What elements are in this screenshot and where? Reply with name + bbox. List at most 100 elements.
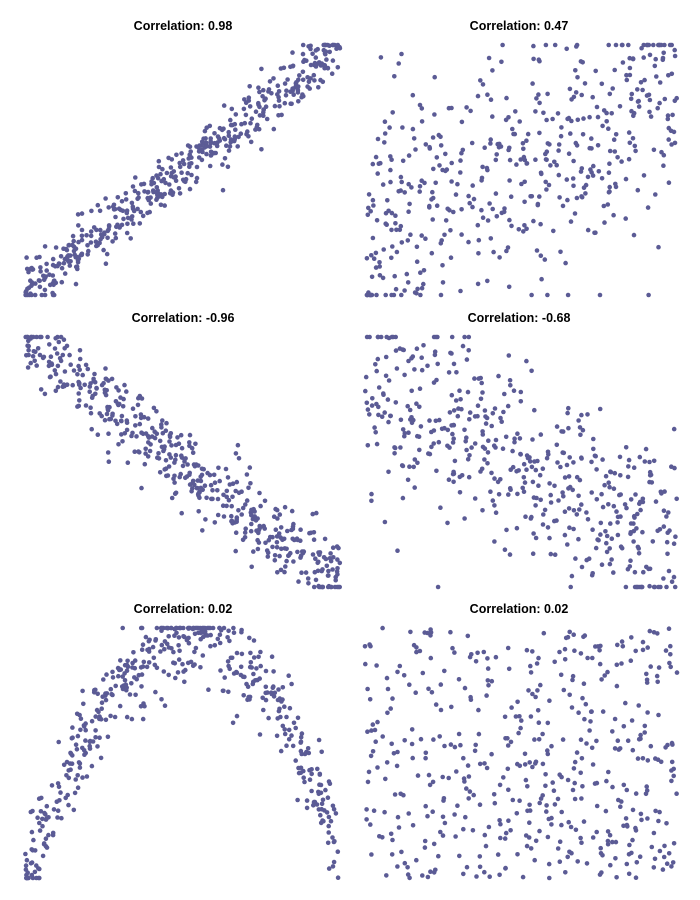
scatter-point — [140, 642, 146, 647]
scatter-point — [30, 354, 36, 359]
scatter-point — [157, 470, 163, 475]
scatter-point — [672, 98, 678, 104]
scatter-point — [182, 679, 187, 685]
scatter-point — [627, 65, 633, 71]
scatter-point — [106, 205, 111, 210]
scatter-point — [204, 151, 209, 157]
scatter-point — [275, 92, 280, 97]
scatter-point — [304, 798, 310, 803]
scatter-point — [231, 630, 237, 635]
scatter-point — [227, 638, 232, 644]
scatter-point — [163, 180, 168, 186]
scatter-point — [328, 551, 333, 556]
scatter-point — [405, 477, 411, 483]
scatter-point — [617, 746, 623, 751]
scatter-point — [545, 748, 550, 753]
scatter-point — [147, 448, 153, 454]
scatter-point — [74, 711, 80, 717]
scatter-point — [365, 443, 371, 448]
scatter-point — [603, 529, 608, 534]
scatter-point — [244, 498, 250, 503]
scatter-point — [234, 650, 240, 656]
scatter-point — [540, 466, 546, 472]
scatter-point — [530, 764, 535, 770]
scatter-point — [394, 249, 400, 255]
scatter-point — [472, 748, 478, 754]
scatter-point — [565, 197, 570, 203]
scatter-point — [467, 200, 473, 206]
scatter-point — [648, 743, 654, 749]
scatter-point — [77, 356, 83, 362]
scatter-point — [609, 557, 614, 562]
scatter-point — [500, 446, 506, 452]
scatter-point — [537, 130, 542, 136]
scatter-point — [393, 348, 399, 353]
scatter-point — [164, 170, 170, 176]
scatter-point — [546, 182, 552, 188]
scatter-point — [258, 503, 263, 509]
scatter-point — [521, 229, 526, 234]
scatter-point — [382, 809, 387, 815]
scatter-point — [310, 552, 316, 557]
scatter-point — [130, 406, 136, 412]
scatter-point — [156, 164, 162, 170]
scatter-point — [293, 725, 299, 731]
scatter-point — [414, 346, 420, 352]
scatter-point — [52, 346, 58, 351]
scatter-point — [652, 63, 658, 69]
scatter-point — [187, 186, 193, 192]
scatter-point — [575, 859, 580, 864]
scatter-point — [666, 851, 672, 856]
scatter-point — [462, 685, 468, 691]
scatter-point — [577, 425, 583, 430]
scatter-point — [566, 151, 572, 156]
scatter-point — [367, 642, 372, 647]
scatter-point — [623, 216, 628, 221]
scatter-point — [207, 472, 213, 478]
scatter-point — [319, 61, 325, 67]
scatter-point — [233, 112, 239, 117]
scatter-point — [613, 184, 619, 190]
scatter-point — [319, 801, 325, 807]
scatter-point — [503, 866, 508, 871]
scatter-point — [44, 261, 49, 267]
scatter-point — [490, 411, 496, 416]
scatter-point — [296, 770, 302, 776]
scatter-point — [193, 179, 199, 185]
scatter-point — [370, 749, 376, 754]
scatter-point — [599, 491, 604, 497]
scatter-point — [639, 817, 644, 823]
scatter-point — [177, 625, 183, 631]
scatter-point — [313, 577, 319, 583]
scatter-point — [605, 841, 611, 847]
scatter-point — [53, 336, 58, 341]
scatter-point — [305, 746, 311, 751]
scatter-point — [161, 448, 166, 454]
scatter-point — [524, 138, 529, 143]
scatter-point — [61, 260, 67, 266]
scatter-point — [162, 646, 167, 652]
scatter-point — [394, 227, 399, 233]
scatter-point — [393, 286, 399, 292]
scatter-point — [587, 114, 592, 120]
scatter-point — [602, 220, 607, 225]
scatter-point — [664, 584, 669, 590]
scatter-point — [34, 255, 39, 260]
scatter-point — [320, 567, 325, 572]
scatter-point — [282, 704, 287, 709]
scatter-point — [477, 854, 483, 859]
scatter-point — [216, 465, 221, 471]
scatter-point — [626, 871, 632, 877]
scatter-point — [304, 58, 309, 63]
scatter-point — [532, 737, 537, 742]
scatter-point — [232, 121, 238, 127]
scatter-point — [607, 161, 612, 166]
scatter-point — [409, 388, 415, 394]
scatter-point — [114, 421, 120, 427]
scatter-point — [89, 426, 94, 432]
scatter-point — [537, 800, 542, 806]
scatter-point — [176, 643, 181, 648]
scatter-point — [548, 500, 554, 505]
scatter-point — [636, 551, 642, 556]
scatter-point — [124, 418, 130, 423]
